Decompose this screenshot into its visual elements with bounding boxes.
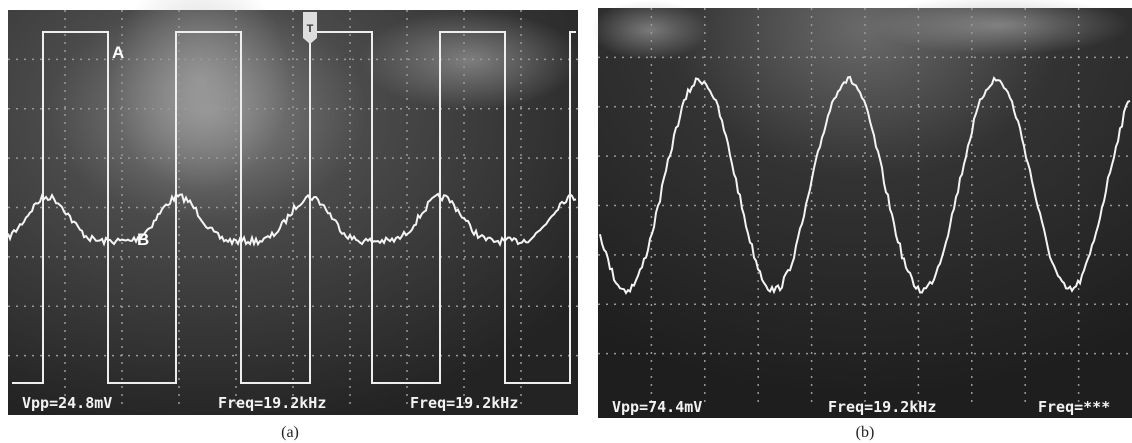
glare xyxy=(590,0,710,60)
scope-screen-b: Vpp=74.4mV Freq=19.2kHz Freq=*** xyxy=(590,0,1132,418)
scope-screen-a: T A B Vpp=24.8mV Freq=19.2kHz Freq=19.2k… xyxy=(7,0,580,415)
readout: Vpp=74.4mV xyxy=(612,398,702,416)
readout: Freq=19.2kHz xyxy=(828,398,936,416)
grid xyxy=(598,8,1132,403)
trace-label: B xyxy=(137,230,149,249)
glare xyxy=(360,10,580,110)
caption: (b) xyxy=(856,424,875,441)
readout: Vpp=24.8mV xyxy=(22,394,112,412)
trace xyxy=(599,75,1131,295)
caption: (a) xyxy=(281,424,299,441)
trace-a xyxy=(12,31,576,384)
trace-b xyxy=(7,192,577,248)
glare xyxy=(870,0,1130,55)
grid xyxy=(8,10,578,405)
screen-background xyxy=(598,8,1132,418)
glare xyxy=(110,0,290,190)
trigger-marker xyxy=(303,12,317,44)
readout: Freq=19.2kHz xyxy=(218,394,326,412)
trigger-label: T xyxy=(307,23,314,35)
trace-label: A xyxy=(112,43,124,62)
readout: Freq=19.2kHz xyxy=(410,394,518,412)
readout: Freq=*** xyxy=(1038,398,1110,416)
